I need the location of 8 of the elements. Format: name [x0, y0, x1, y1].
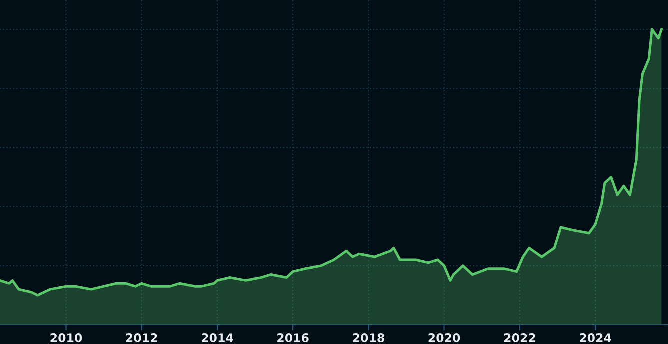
- x-tick-label: 2012: [126, 334, 158, 342]
- x-tick-label: 2010: [50, 334, 82, 342]
- x-tick-label: 2020: [428, 334, 460, 342]
- x-tick-label: 2018: [353, 334, 384, 342]
- x-tick-label: 2022: [504, 334, 536, 342]
- x-tick-label: 2014: [202, 334, 234, 342]
- x-tick-label: 2024: [580, 334, 612, 342]
- x-tick-label: 2016: [278, 334, 309, 342]
